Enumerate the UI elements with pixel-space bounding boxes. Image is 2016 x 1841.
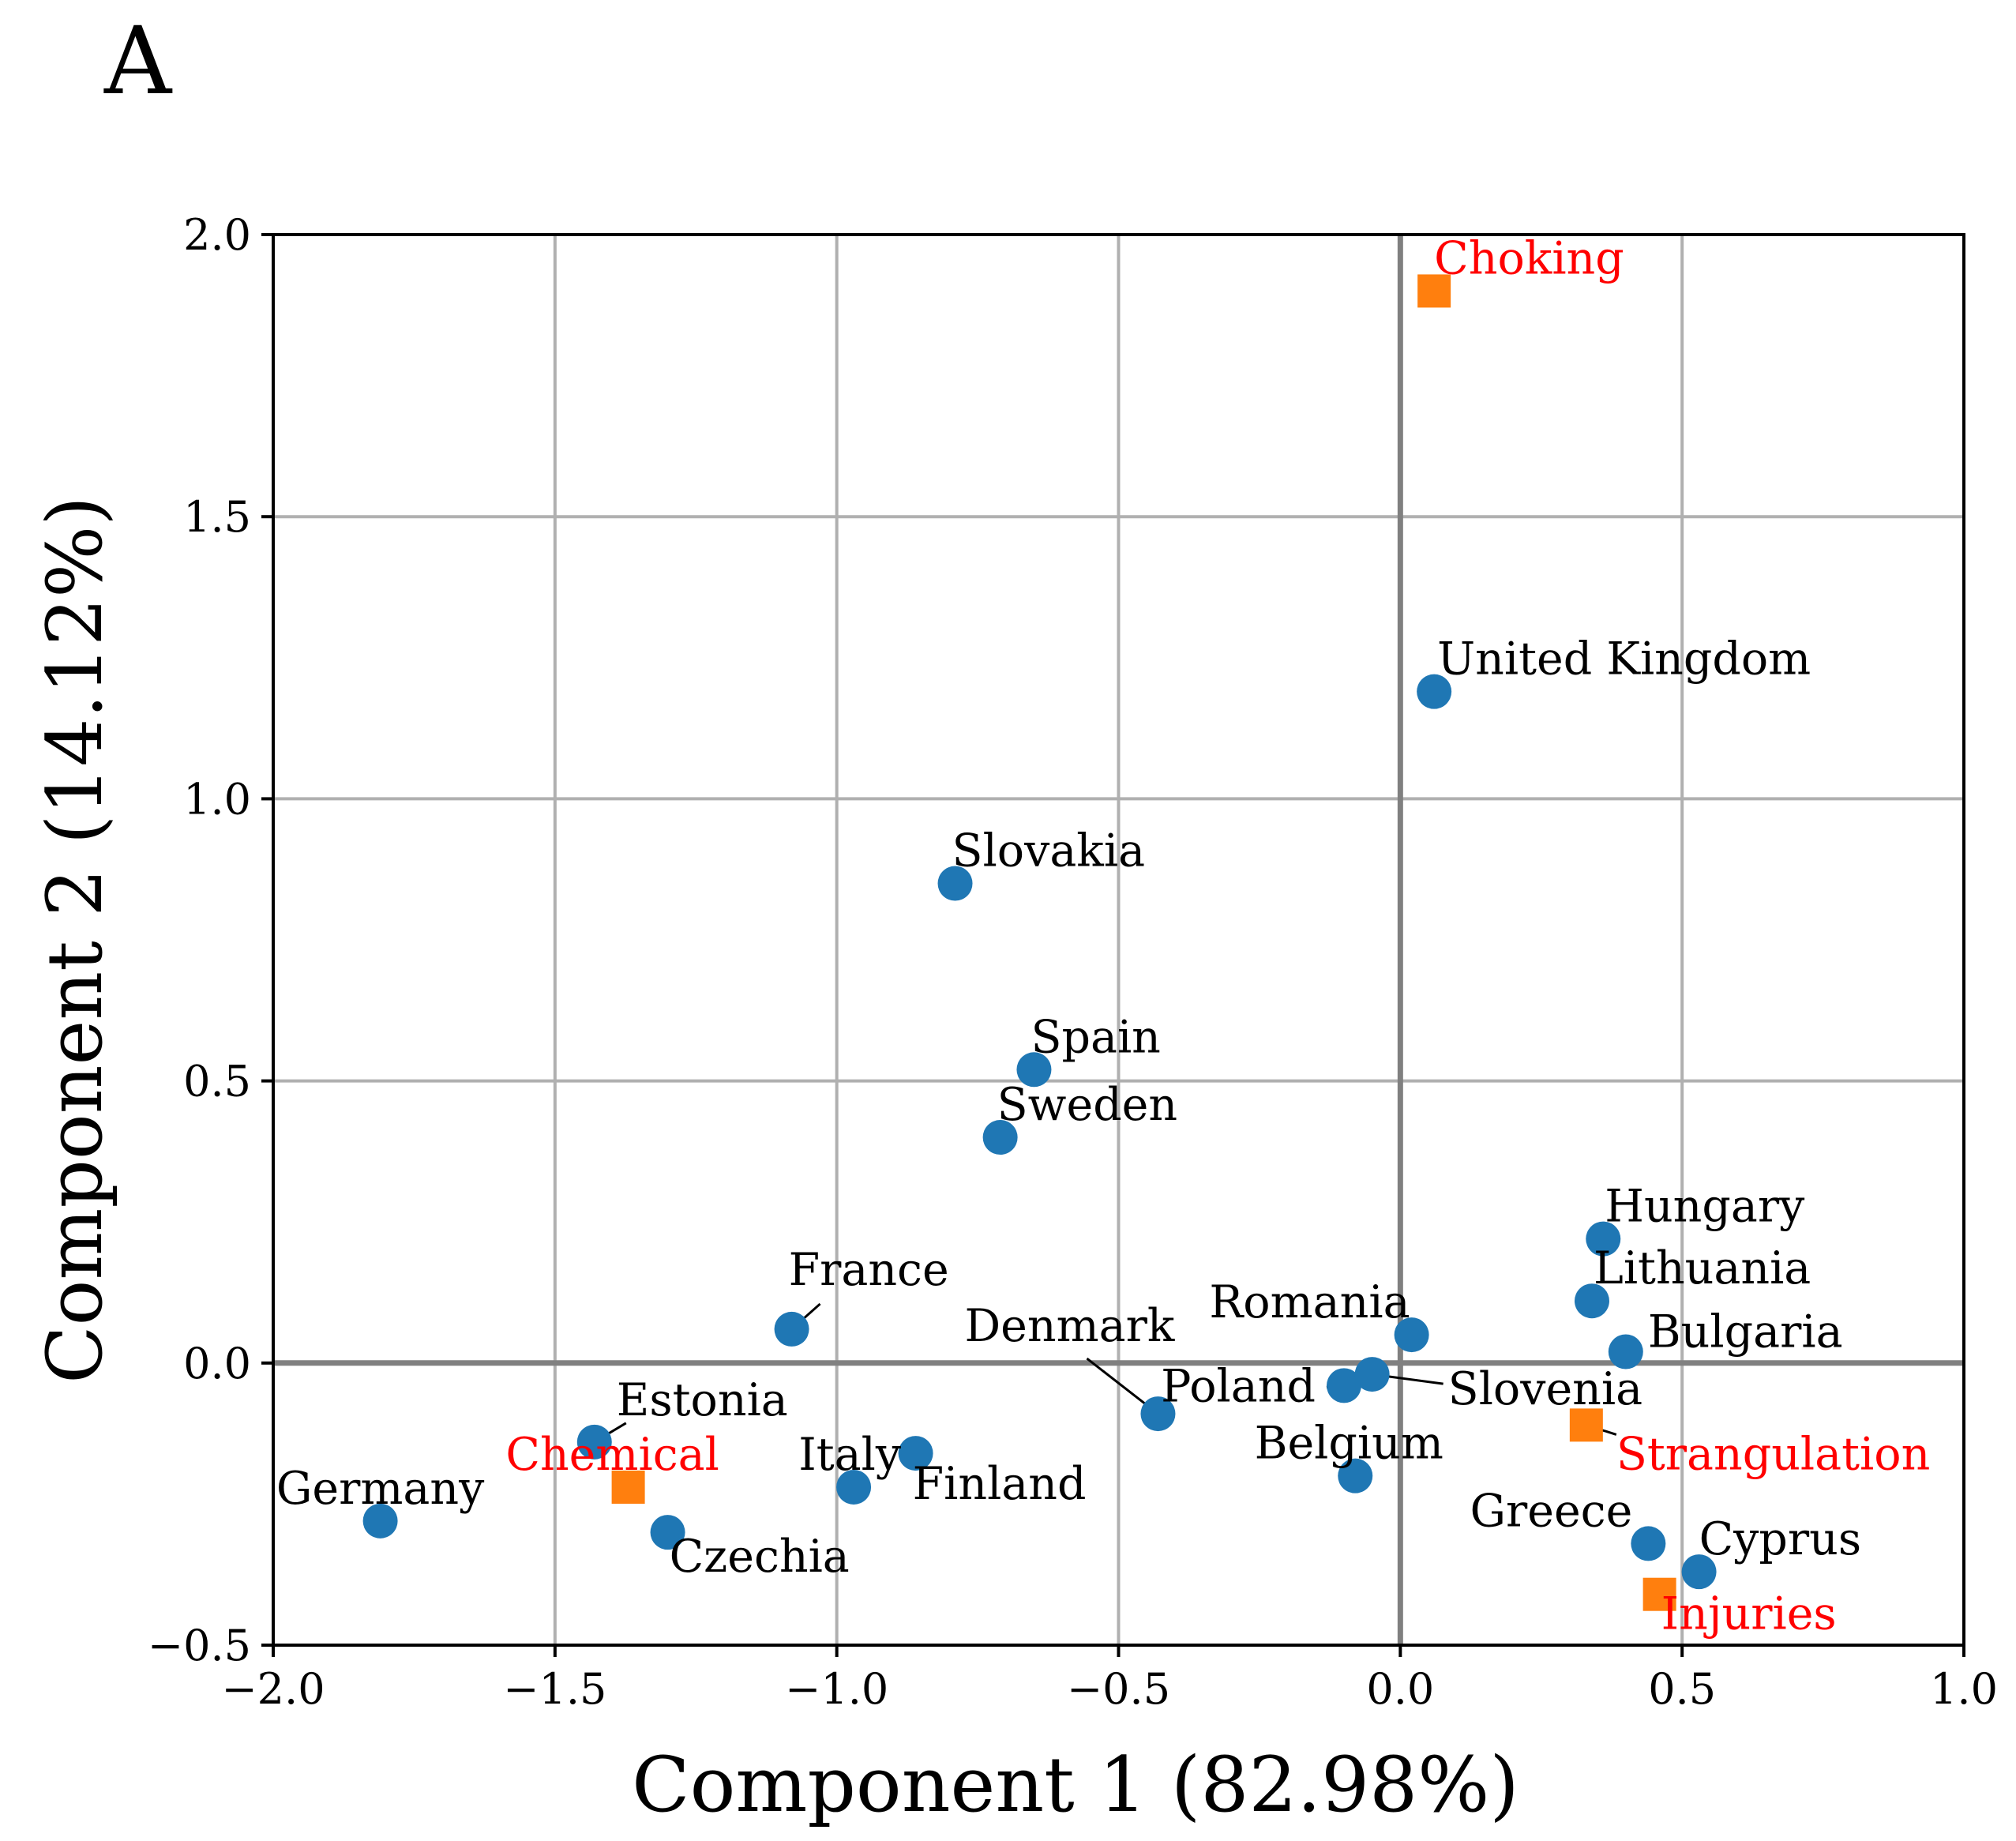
- choking-marker: [1417, 274, 1451, 308]
- injuries-label: Injuries: [1661, 1588, 1837, 1640]
- x-tick-label: −1.5: [503, 1664, 606, 1714]
- x-axis-ticks: −2.0 −1.5 −1.0 −0.5 0.0 0.5 1.0: [221, 1645, 1998, 1714]
- sweden-label: Sweden: [997, 1079, 1178, 1131]
- germany-label: Germany: [276, 1463, 485, 1515]
- y-axis-ticks: −0.5 0.0 0.5 1.0 1.5 2.0: [148, 210, 273, 1670]
- zero-lines: [273, 235, 1964, 1645]
- czechia-marker: [650, 1515, 685, 1550]
- x-tick-label: −2.0: [221, 1664, 325, 1714]
- estonia-marker: [576, 1424, 612, 1460]
- x-tick-label: 1.0: [1930, 1664, 1998, 1714]
- y-tick-label: −0.5: [148, 1621, 251, 1670]
- x-tick-label: −1.0: [785, 1664, 888, 1714]
- spain-label: Spain: [1031, 1011, 1160, 1063]
- y-axis-title: Component 2 (14.12%): [31, 496, 119, 1384]
- denmark-label: Denmark: [964, 1300, 1174, 1352]
- france-label: France: [789, 1244, 949, 1296]
- bulgaria-label: Bulgaria: [1648, 1306, 1843, 1358]
- france-marker: [774, 1311, 809, 1347]
- united-kingdom-marker: [1417, 674, 1452, 709]
- greece-label: Greece: [1470, 1485, 1632, 1537]
- slovakia-label: Slovakia: [952, 825, 1146, 877]
- lithuania-label: Lithuania: [1594, 1242, 1811, 1294]
- chemical-marker: [611, 1470, 645, 1504]
- chemical-label: Chemical: [505, 1429, 719, 1481]
- x-tick-label: 0.0: [1366, 1664, 1434, 1714]
- belgium-label: Belgium: [1255, 1418, 1443, 1470]
- finland-label: Finland: [913, 1458, 1087, 1510]
- united-kingdom-label: United Kingdom: [1437, 633, 1811, 686]
- romania-label: Romania: [1209, 1276, 1410, 1328]
- x-axis-title: Component 1 (82.98%): [632, 1741, 1519, 1829]
- injuries-marker: [1642, 1577, 1676, 1611]
- x-tick-label: 0.5: [1648, 1664, 1716, 1714]
- italy-marker: [836, 1469, 872, 1505]
- slovenia-marker: [1354, 1357, 1390, 1392]
- y-tick-label: 0.5: [183, 1057, 251, 1106]
- denmark-marker: [1140, 1396, 1176, 1432]
- panel-label: A: [103, 6, 173, 115]
- greece-marker: [1631, 1526, 1666, 1561]
- strangulation-label: Strangulation: [1616, 1428, 1930, 1480]
- bulgaria-marker: [1608, 1334, 1643, 1369]
- slovenia-label: Slovenia: [1448, 1363, 1642, 1415]
- hungary-label: Hungary: [1605, 1181, 1805, 1233]
- germany-marker: [362, 1503, 398, 1539]
- cyprus-label: Cyprus: [1699, 1513, 1862, 1565]
- strangulation-marker: [1569, 1408, 1603, 1442]
- choking-label: Choking: [1434, 232, 1624, 284]
- y-tick-label: 2.0: [183, 210, 251, 260]
- poland-marker: [1326, 1368, 1361, 1403]
- belgium-marker: [1338, 1458, 1373, 1493]
- poland-label: Poland: [1161, 1360, 1316, 1412]
- spain-marker: [1016, 1052, 1052, 1088]
- lithuania-marker: [1574, 1283, 1609, 1319]
- sweden-marker: [982, 1120, 1018, 1155]
- finland-marker: [898, 1436, 933, 1471]
- hungary-marker: [1586, 1221, 1621, 1257]
- estonia-label: Estonia: [617, 1374, 788, 1426]
- data-markers: [362, 274, 1717, 1611]
- x-tick-label: −0.5: [1067, 1664, 1170, 1714]
- czechia-label: Czechia: [670, 1531, 850, 1583]
- italy-label: Italy: [798, 1429, 902, 1481]
- y-tick-label: 1.0: [183, 774, 251, 824]
- romania-marker: [1394, 1317, 1429, 1353]
- y-tick-label: 1.5: [183, 492, 251, 542]
- data-labels: United Kingdom Slovakia Spain Sweden France H…: [276, 232, 1930, 1640]
- slovakia-marker: [937, 866, 973, 901]
- y-tick-label: 0.0: [183, 1339, 251, 1388]
- cyprus-marker: [1681, 1554, 1717, 1590]
